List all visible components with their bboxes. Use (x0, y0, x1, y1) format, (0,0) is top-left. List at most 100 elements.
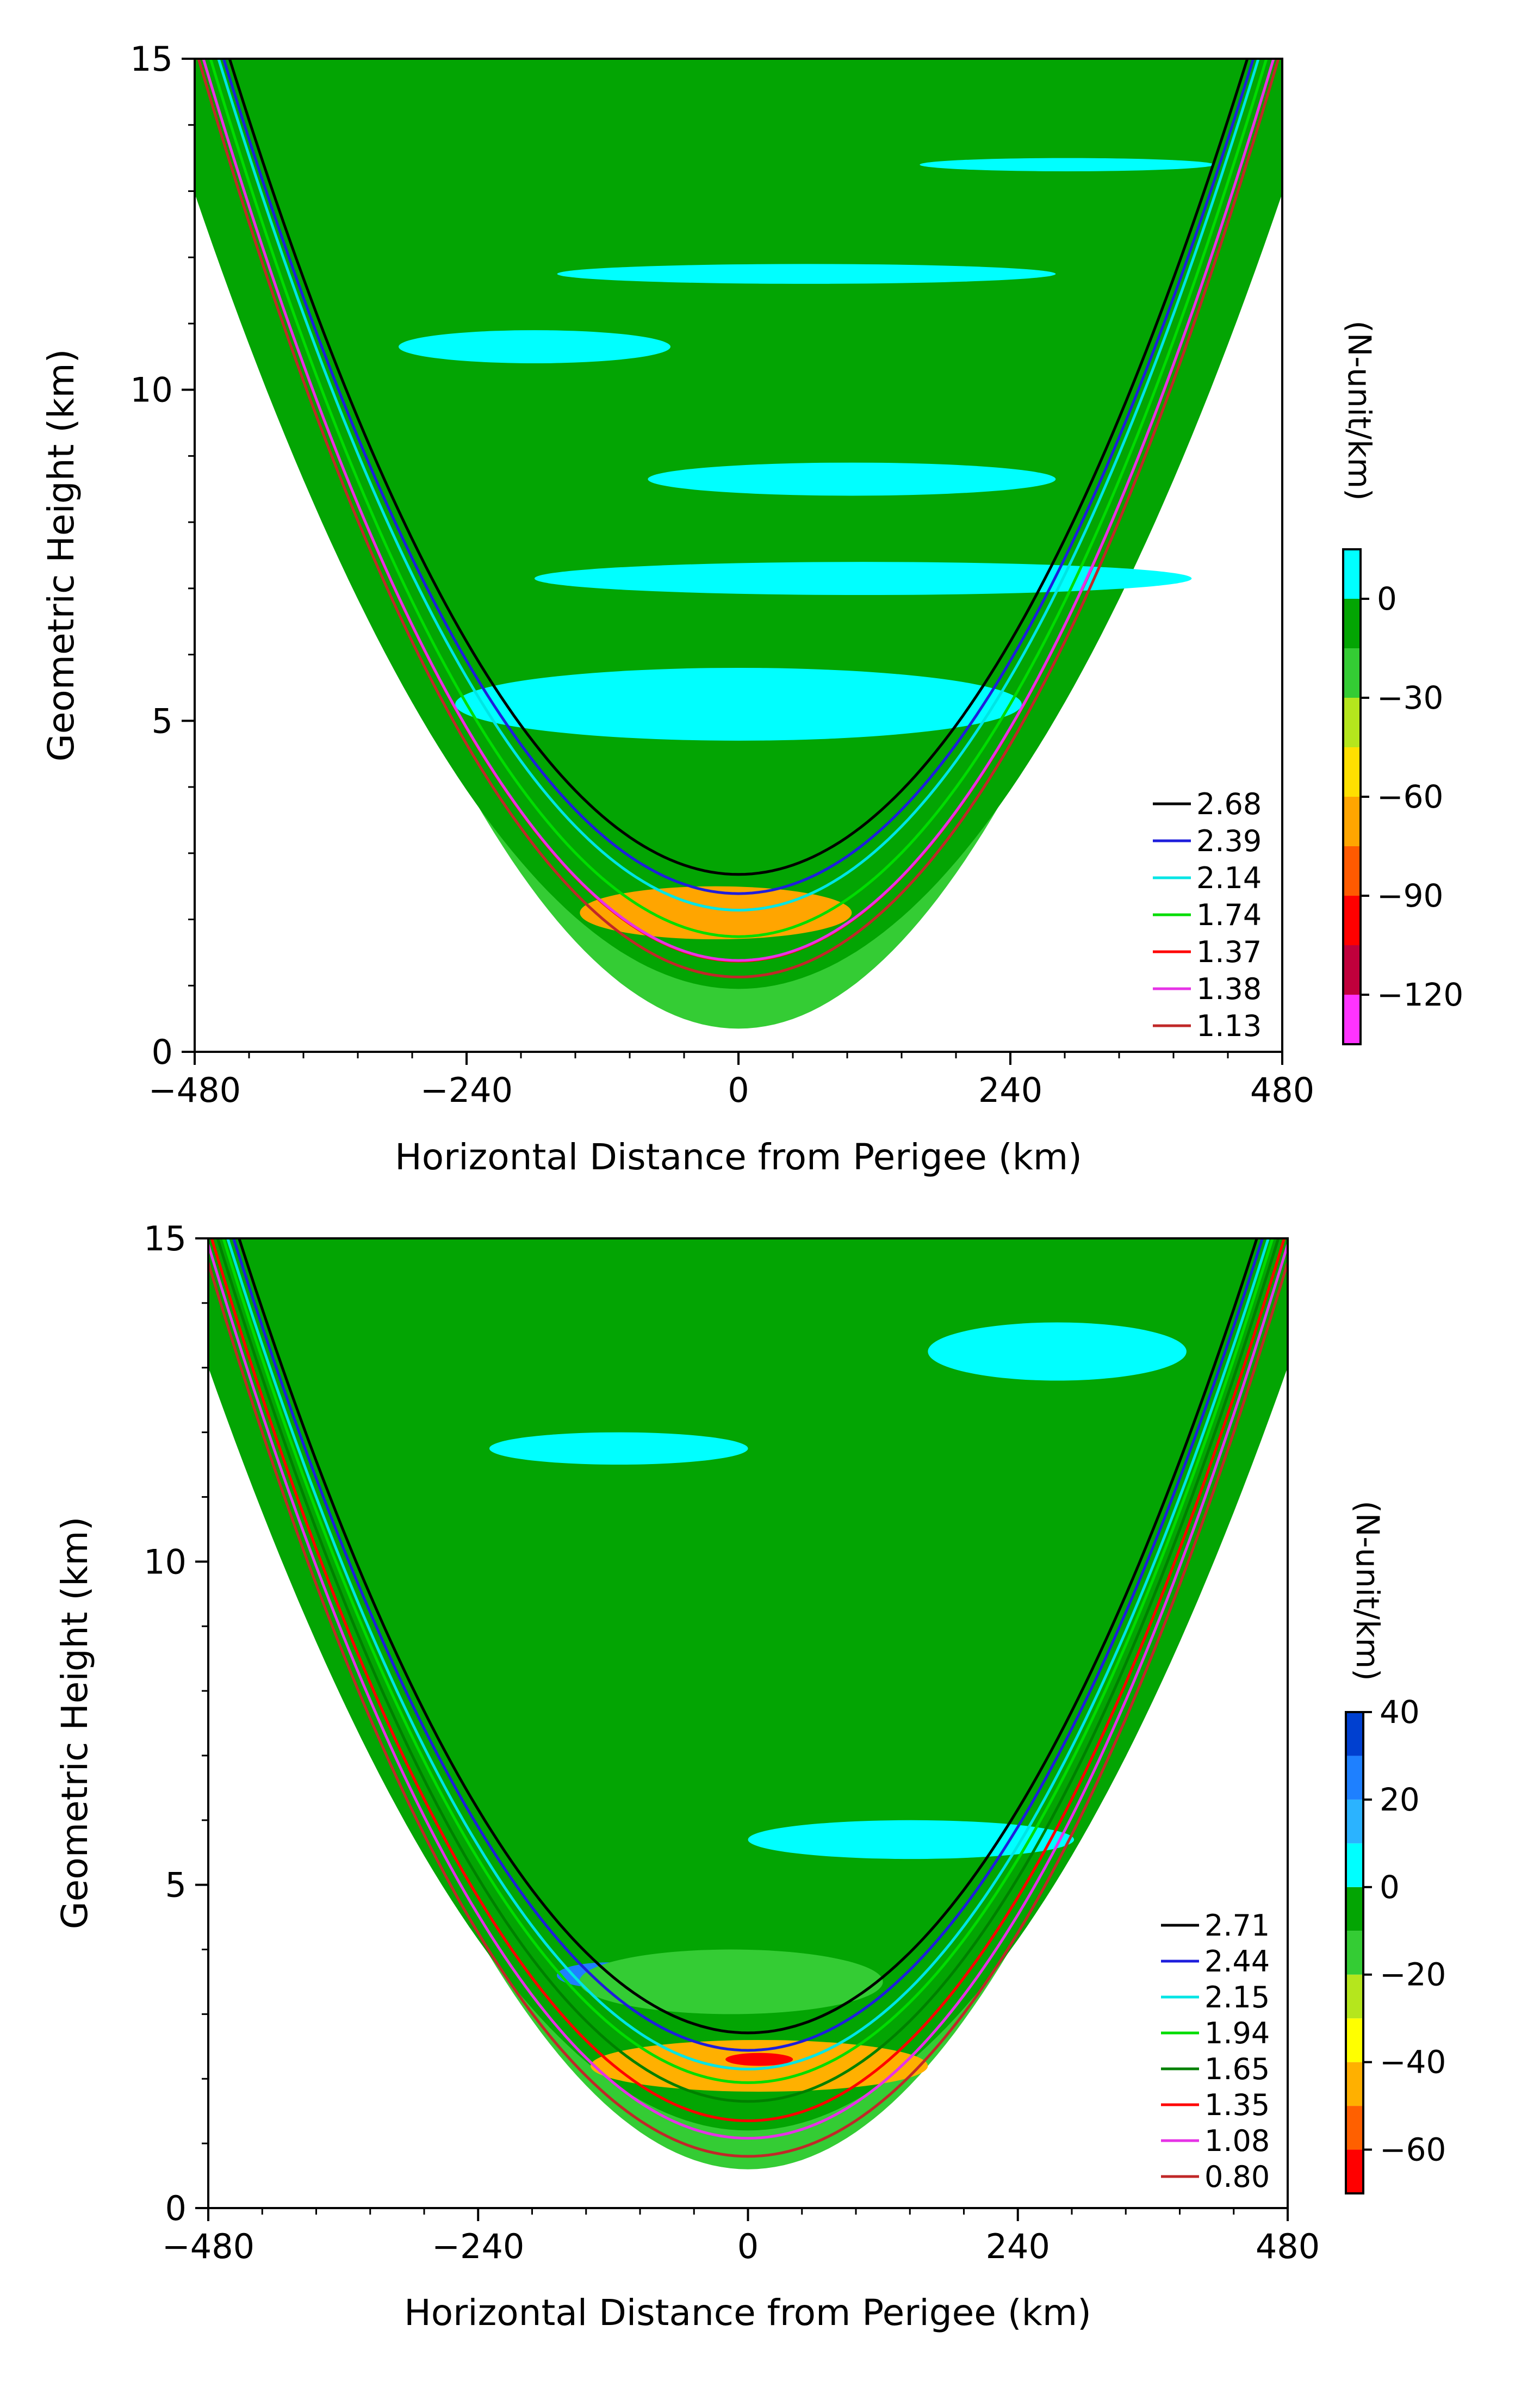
colorbar-segment (1343, 995, 1361, 1044)
ray-path-1.65 (216, 1238, 1280, 2103)
colorbar-segment (1343, 698, 1361, 747)
legend-label: 2.39 (1196, 824, 1262, 858)
legend-label: 1.38 (1196, 972, 1262, 1006)
ray-path-1.38 (202, 59, 1275, 962)
x-tick-label: −480 (148, 1070, 241, 1110)
field-feature (399, 330, 670, 363)
legend-label: 1.13 (1196, 1009, 1262, 1043)
colorbar-segment (1343, 747, 1361, 797)
x-tick-label: −480 (162, 2227, 254, 2266)
legend-label: 1.74 (1196, 898, 1262, 932)
field-feature (748, 1820, 1075, 1859)
field-feature (455, 667, 1022, 741)
colorbar-tick-label: 20 (1380, 1781, 1420, 1818)
colorbar-segment (1343, 896, 1361, 945)
legend-label: 1.37 (1196, 935, 1262, 969)
field-feature (557, 264, 1056, 284)
bottom-ray-paths (208, 1238, 1288, 2158)
field-inner-region (208, 1238, 1288, 2131)
y-tick-label: 15 (130, 39, 173, 79)
colorbar-segment (1346, 1974, 1363, 2019)
top-x-axis-title: Horizontal Distance from Perigee (km) (395, 1136, 1082, 1178)
top-colorbar: 0 −30 −60 −90 −120 (1342, 548, 1463, 1045)
top-colorbar-title: (N-unit/km) (1341, 320, 1378, 501)
field-inner-region (195, 59, 1282, 989)
y-tick-label: 10 (130, 370, 173, 410)
field-feature (534, 562, 1192, 596)
top-ray-paths (197, 59, 1280, 978)
colorbar-tick-label: 40 (1380, 1694, 1420, 1731)
colorbar-segment (1346, 2062, 1363, 2106)
legend-label: 1.35 (1204, 2088, 1270, 2122)
colorbar-segment (1346, 1887, 1363, 1931)
bottom-ray-legend: 2.712.442.151.941.651.351.080.80 (1161, 1908, 1270, 2194)
field-feature (725, 2053, 793, 2066)
bottom-panel: −480 −240 0 240 480 0 5 10 15 Horizontal Distanc… (54, 1219, 1446, 2334)
colorbar-segment (1346, 1843, 1363, 1887)
x-tick-label: −240 (420, 1070, 513, 1110)
field-feature (579, 1949, 883, 2014)
bottom-axes: −480 −240 0 240 480 0 5 10 15 (144, 1219, 1320, 2266)
ray-path-2.15 (226, 1238, 1270, 2070)
field-feature (580, 886, 852, 940)
legend-label: 1.94 (1204, 2016, 1270, 2050)
y-tick-label: 5 (152, 701, 173, 741)
legend-label: 2.14 (1196, 861, 1262, 895)
top-ray-legend: 2.682.392.141.741.371.381.13 (1153, 787, 1262, 1043)
colorbar-segment (1346, 1799, 1363, 1844)
x-tick-label: 480 (1250, 1070, 1314, 1110)
y-tick-label: 0 (165, 2188, 187, 2228)
ray-path-1.35 (210, 1238, 1286, 2123)
legend-label: 0.80 (1204, 2160, 1270, 2194)
colorbar-tick-label: 0 (1380, 1869, 1400, 1906)
legend-label: 2.44 (1204, 1944, 1270, 1979)
ray-path-2.71 (238, 1238, 1258, 2035)
ray-path-2.39 (222, 59, 1255, 895)
field-feature (928, 1322, 1187, 1381)
colorbar-segment (1343, 599, 1361, 648)
bottom-y-axis-title: Geometric Height (km) (54, 1517, 96, 1930)
top-contour-field (195, 59, 1282, 1029)
colorbar-tick-label: −30 (1377, 679, 1443, 716)
ray-path-1.08 (208, 1244, 1288, 2140)
ray-path-2.14 (217, 59, 1260, 912)
x-tick-label: 240 (978, 1070, 1042, 1110)
x-tick-label: 240 (986, 2227, 1050, 2266)
colorbar-segment (1343, 549, 1361, 599)
y-tick-label: 0 (152, 1032, 173, 1072)
colorbar-tick-label: −60 (1377, 778, 1443, 815)
legend-label: 2.68 (1196, 787, 1262, 821)
bottom-contour-field (208, 1238, 1288, 2169)
x-tick-label: 480 (1256, 2227, 1320, 2266)
legend-label: 1.08 (1204, 2124, 1270, 2158)
top-panel: −480 −240 0 240 480 0 5 10 15 Horizontal Distanc… (40, 39, 1463, 1178)
colorbar-segment (1343, 945, 1361, 995)
ray-path-0.80 (208, 1262, 1288, 2158)
y-tick-label: 10 (144, 1542, 187, 1582)
colorbar-tick-label: −120 (1377, 976, 1463, 1013)
top-axes: −480 −240 0 240 480 0 5 10 15 (130, 39, 1314, 1110)
top-y-axis-title: Geometric Height (km) (40, 349, 82, 762)
colorbar-tick-label: 0 (1377, 580, 1397, 617)
colorbar-tick-label: −20 (1380, 1956, 1446, 1993)
colorbar-segment (1346, 2149, 1363, 2193)
colorbar-tick-label: −60 (1380, 2131, 1446, 2168)
legend-label: 1.65 (1204, 2052, 1270, 2086)
colorbar-segment (1343, 797, 1361, 846)
x-tick-label: −240 (432, 2227, 524, 2266)
ray-path-2.44 (232, 1238, 1264, 2052)
colorbar-segment (1346, 2106, 1363, 2150)
colorbar-segment (1343, 648, 1361, 698)
y-tick-label: 5 (165, 1865, 187, 1905)
colorbar-segment (1346, 1712, 1363, 1756)
ray-path-1.13 (197, 59, 1280, 978)
bottom-colorbar: 40 20 0 −20 −40 −60 (1345, 1694, 1446, 2194)
bottom-x-axis-title: Horizontal Distance from Perigee (km) (404, 2292, 1091, 2334)
ray-path-2.68 (228, 59, 1249, 876)
field-feature (489, 1432, 748, 1465)
ray-path-1.94 (222, 1238, 1274, 2084)
ray-path-1.74 (209, 59, 1268, 938)
x-tick-label: 0 (737, 2227, 759, 2266)
bottom-colorbar-title: (N-unit/km) (1349, 1501, 1386, 1681)
